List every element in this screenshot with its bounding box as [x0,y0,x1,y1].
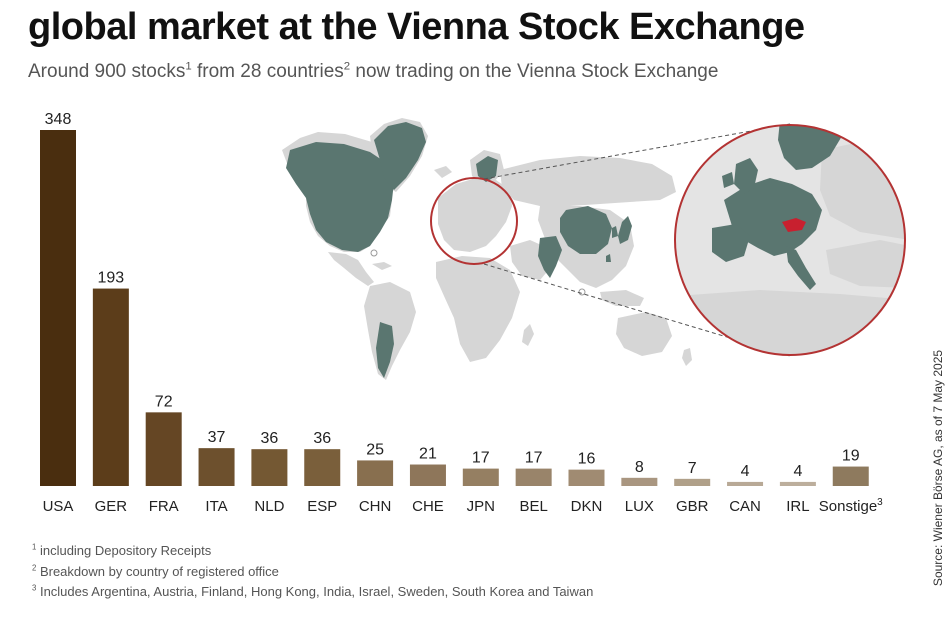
footnote-text-2: Breakdown by country of registered offic… [36,563,279,579]
footnote-mark-3: 3 [32,583,37,593]
bar-jpn [462,468,499,486]
bar-value-label-chn: 25 [366,441,384,458]
source-note: Source: Wiener Börse AG, as of 7 May 202… [931,349,945,587]
bar-value-label-ger: 193 [97,270,124,287]
bar-value-label-dkn: 16 [578,451,596,468]
austria-highlight [782,218,806,232]
bar-value-label-ita: 37 [208,429,226,446]
page-title: global market at the Vienna Stock Exchan… [28,6,805,48]
bar-value-label-lux: 8 [635,459,644,476]
footnote-text-3: Includes Argentina, Austria, Finland, Ho… [36,584,594,599]
footnote-1: 1 including Depository Receipts [32,541,593,562]
footnote-3: 3 Includes Argentina, Austria, Finland, … [32,582,593,603]
bar-value-label-bel: 17 [525,450,543,467]
bar-chn [357,460,394,486]
bar-ita [198,448,235,486]
bar-esp [304,449,341,486]
category-label-nld: NLD [254,498,284,515]
bar-value-label-usa: 348 [45,111,72,128]
bar-sonstige [832,466,869,486]
bar-value-label-can: 4 [741,463,750,480]
subtitle-text-2: from 28 countries [191,61,344,82]
category-label-bel: BEL [519,498,547,515]
category-label-gbr: GBR [676,498,709,515]
bar-fra [145,412,182,486]
category-label-ger: GER [95,498,128,515]
footnote-mark-2: 2 [32,563,37,573]
category-label-jpn: JPN [467,498,495,515]
bar-value-label-nld: 36 [261,430,279,447]
bar-gbr [674,478,711,486]
footnote-2: 2 Breakdown by country of registered off… [32,562,593,583]
category-label-che: CHE [412,498,444,515]
bar-lux [621,477,658,486]
world-map-listed-countries [286,122,632,378]
map-marker-hong-kong [578,288,586,296]
bar-value-label-fra: 72 [155,393,173,410]
bar-irl [779,481,816,486]
footnote-mark-1: 1 [32,542,37,552]
bar-value-label-irl: 4 [793,463,802,480]
category-label-fra: FRA [149,498,179,515]
bar-nld [251,449,288,486]
subtitle-footnote-mark-2: 2 [343,60,351,73]
subtitle-footnote-mark-1: 1 [185,60,192,73]
map-marker-israel [370,249,378,257]
category-label-dkn: DKN [571,498,603,515]
bar-usa [40,130,76,486]
bar-value-label-esp: 36 [313,430,331,447]
footnotes: 1 including Depository Receipts 2 Breakd… [32,541,593,603]
europe-inset-border [674,124,906,356]
category-label-irl: IRL [786,498,809,515]
category-label-esp: ESP [307,498,337,515]
category-label-usa: USA [43,498,74,515]
bar-che [409,464,446,486]
category-label-lux: LUX [625,498,654,515]
zoom-connector-line-top [483,123,791,180]
bar-bel [515,468,552,486]
subtitle-text-3: now trading on the Vienna Stock Exchange [350,61,719,82]
bar-value-label-jpn: 17 [472,450,490,467]
category-label-sonstige: Sonstige3 [819,497,883,515]
bar-ger [92,288,129,486]
bar-value-label-che: 21 [419,446,437,463]
category-label-ita: ITA [205,498,227,515]
category-label-can: CAN [729,498,761,515]
footnote-text-1: including Depository Receipts [36,543,212,558]
page-subtitle: Around 900 stocks1 from 28 countries2 no… [28,61,718,83]
subtitle-text-1: Around 900 stocks [28,61,186,82]
category-footnote-mark: 3 [877,497,883,508]
bar-value-label-gbr: 7 [688,460,697,477]
bar-can [727,481,764,486]
bar-value-label-sonstige: 19 [842,448,860,465]
europe-selection-circle [430,177,518,265]
bar-dkn [568,469,605,486]
category-label-chn: CHN [359,498,392,515]
